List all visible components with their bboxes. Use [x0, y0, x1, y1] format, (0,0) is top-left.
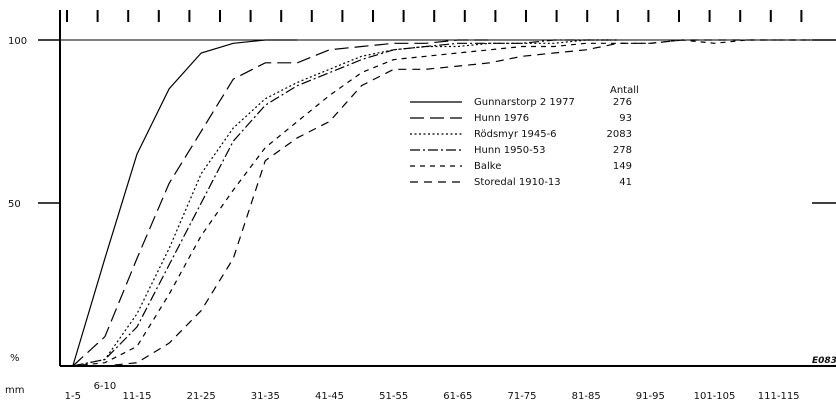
x-tick-label: 71-75: [507, 391, 536, 401]
series-line-2: [72, 39, 619, 367]
series-layer: [72, 39, 811, 367]
series-line-0: [72, 39, 298, 367]
y-ticks: [38, 39, 836, 204]
x-tick-label: 31-35: [251, 391, 280, 401]
corner-mark: E083: [812, 356, 836, 366]
series-line-4: [72, 39, 811, 367]
x-tick-label: 11-15: [122, 391, 151, 401]
legend-count: 276: [613, 97, 632, 108]
legend: Antall Gunnarstorp 2 1977 276 Hunn 1976 93 R…: [410, 85, 639, 188]
legend-count: 278: [613, 145, 632, 156]
legend-label: Storedal 1910-13: [474, 177, 561, 188]
x-tick-label: 6-10: [94, 381, 117, 392]
x-tick-label: 21-25: [187, 391, 216, 401]
x-tick-label: 81-85: [572, 391, 601, 401]
y-axis-label: %: [10, 353, 20, 364]
legend-label: Gunnarstorp 2 1977: [474, 97, 575, 108]
x-tick-label: 91-95: [636, 391, 665, 401]
legend-label: Balke: [474, 161, 501, 172]
legend-count: 41: [619, 177, 632, 188]
legend-header: Antall: [610, 85, 639, 96]
legend-label: Rödsmyr 1945-6: [474, 129, 557, 140]
x-tick-label: 111-115: [758, 391, 800, 401]
top-ticks: [66, 10, 803, 22]
x-tick-label: 101-105: [694, 391, 736, 401]
y-tick-label: 100: [8, 36, 27, 47]
x-tick-label: 61-65: [443, 391, 472, 401]
x-tick-label: 1-5: [65, 391, 81, 401]
y-tick-labels: 100 50: [8, 36, 27, 210]
legend-count: 93: [619, 113, 632, 124]
legend-label: Hunn 1976: [474, 113, 529, 124]
x-tick-label: 41-45: [315, 391, 344, 401]
y-tick-label: 50: [8, 199, 21, 210]
legend-label: Hunn 1950-53: [474, 145, 546, 156]
legend-count: 2083: [607, 129, 632, 140]
series-line-1: [72, 39, 490, 367]
legend-count: 149: [613, 161, 632, 172]
series-line-5: [72, 39, 811, 367]
x-axis-label: mm: [5, 385, 24, 396]
plot-frame: [59, 10, 836, 367]
x-tick-labels: 1-5 6-10 11-15 21-25 31-35 41-45 51-55 61-65 71-…: [65, 381, 800, 401]
x-tick-label: 51-55: [379, 391, 408, 401]
